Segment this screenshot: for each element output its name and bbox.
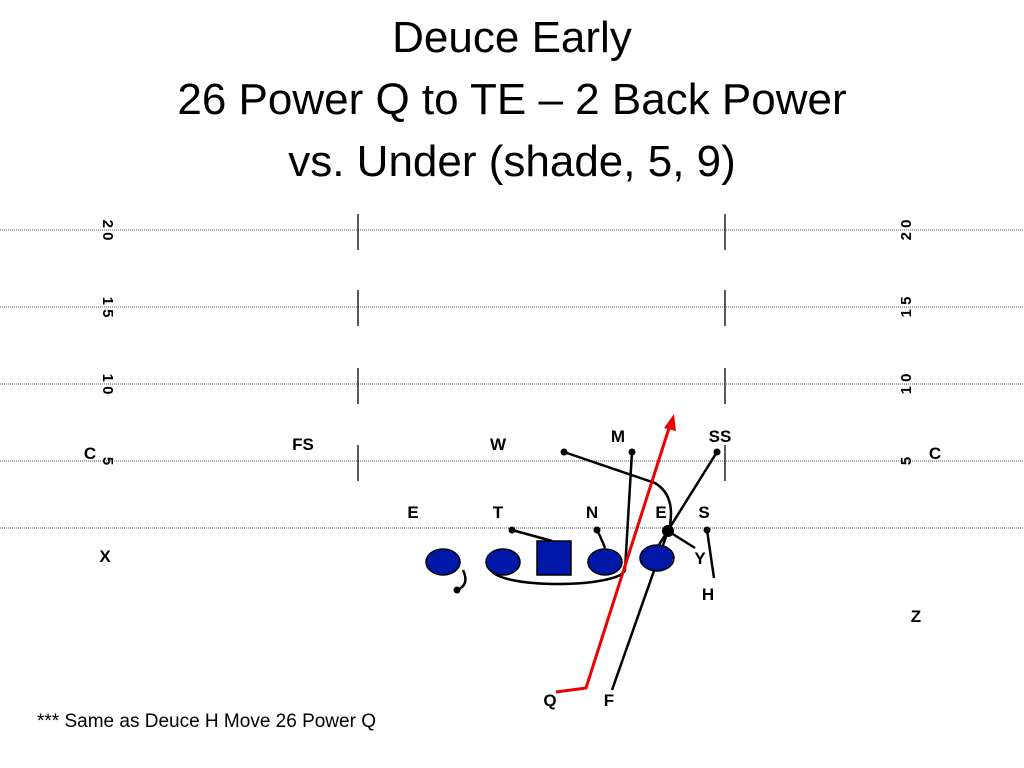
yard-number: 1 0	[898, 374, 915, 395]
yard-number: 5	[99, 457, 116, 465]
defender-label: C	[84, 444, 96, 463]
offense-label: Y	[694, 549, 706, 568]
defender-label: FS	[292, 435, 314, 454]
yard-number: 1 5	[99, 297, 116, 318]
title-line: vs. Under (shade, 5, 9)	[288, 137, 736, 186]
yard-number: 1 0	[99, 374, 116, 395]
yard-number: 2 0	[99, 220, 116, 241]
defender-label: N	[586, 503, 598, 522]
hash-marks	[357, 214, 726, 481]
defender-label: M	[611, 427, 625, 446]
offense-label: H	[702, 585, 714, 604]
offense-label: X	[99, 547, 111, 566]
defender-label: C	[929, 444, 941, 463]
defender-label: W	[490, 435, 507, 454]
title-line: Deuce Early	[392, 13, 632, 62]
offensive-line	[425, 540, 675, 576]
defender-label: E	[407, 503, 418, 522]
defender-label: E	[655, 503, 666, 522]
note: *** Same as Deuce H Move 26 Power Q	[37, 711, 376, 732]
qb-route	[555, 424, 672, 694]
route-arrow	[664, 414, 676, 431]
title-line: 26 Power Q to TE – 2 Back Power	[177, 75, 846, 124]
offense-label: Q	[543, 691, 556, 710]
offense-label: Z	[911, 607, 921, 626]
yard-number: 5	[898, 457, 915, 465]
defender-label: S	[698, 503, 709, 522]
yard-number: 2 0	[898, 220, 915, 241]
yard-number: 1 5	[898, 297, 915, 318]
defender-label: SS	[709, 427, 732, 446]
defender-label: T	[493, 503, 504, 522]
blocker-dots	[453, 448, 721, 594]
field-lines	[0, 229, 1024, 529]
offense-label: F	[604, 691, 614, 710]
